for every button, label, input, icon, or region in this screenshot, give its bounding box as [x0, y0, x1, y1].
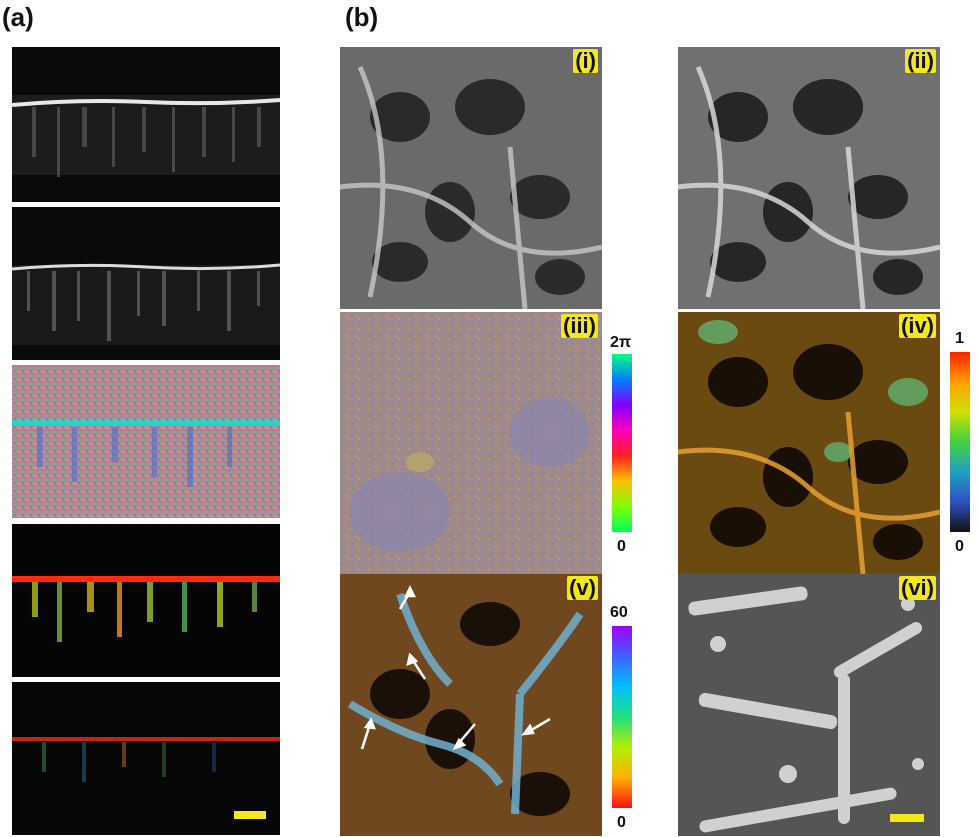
- enface-intensity-2: (ii): [678, 47, 940, 309]
- colorbar-angle-max: 60: [610, 604, 628, 621]
- colorbar-angle: [612, 626, 632, 808]
- bscan-phase: [12, 365, 280, 518]
- panel-label-b: (b): [345, 2, 379, 32]
- colorbar-ratio-max: 1: [955, 330, 964, 347]
- sublabel-ii: (ii): [905, 48, 936, 73]
- bscan-intensity-1: [12, 47, 280, 202]
- sublabel-iv: (iv): [899, 313, 936, 338]
- sublabel-vi: (vi): [899, 575, 936, 600]
- enface-angle: (v): [340, 574, 602, 836]
- colorbar-ratio: [950, 352, 970, 532]
- colorbar-phase-min: 0: [617, 538, 626, 555]
- colorbar-angle-min: 0: [617, 814, 626, 831]
- sublabel-iii: (iii): [561, 313, 598, 338]
- sublabel-v: (v): [567, 575, 598, 600]
- enface-phase: (iii): [340, 312, 602, 574]
- sublabel-i: (i): [573, 48, 598, 73]
- scale-bar-b: [890, 814, 924, 822]
- colorbar-ratio-min: 0: [955, 538, 964, 555]
- enface-segmentation: (vi): [678, 574, 940, 836]
- bscan-angle: [12, 682, 280, 835]
- colorbar-phase-max: 2π: [610, 334, 632, 351]
- bscan-ratio: [12, 524, 280, 677]
- scale-bar-a: [234, 811, 266, 819]
- enface-intensity-1: (i): [340, 47, 602, 309]
- enface-ratio: (iv): [678, 312, 940, 574]
- colorbar-phase: [612, 354, 632, 532]
- bscan-intensity-2: [12, 207, 280, 360]
- panel-label-a: (a): [2, 2, 34, 32]
